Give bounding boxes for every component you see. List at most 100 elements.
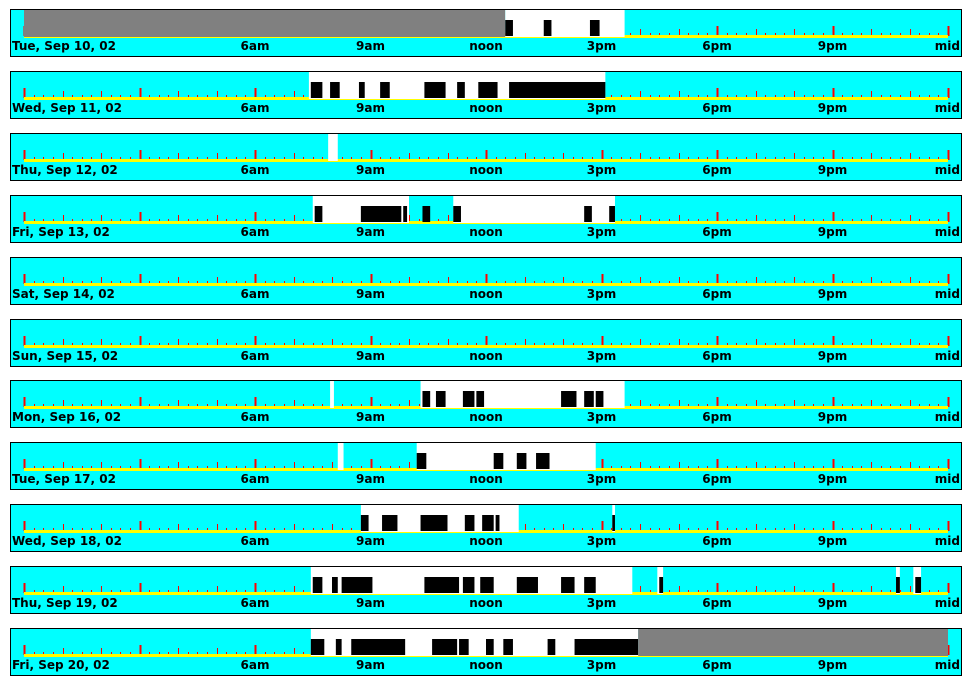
hour-tick-label: noon [469, 39, 503, 53]
event-bar [574, 639, 639, 655]
hour-tick-label: 3pm [587, 658, 616, 672]
hour-tick-label: 9pm [818, 349, 847, 363]
hour-tick-label: 9pm [818, 596, 847, 610]
hour-tick-label: 3pm [587, 596, 616, 610]
hour-tick-label: noon [469, 472, 503, 486]
hour-tick-label: 3pm [587, 225, 616, 239]
hour-tick-label: 9pm [818, 534, 847, 548]
hour-tick-label: mid [935, 287, 960, 301]
hour-tick-label: 6pm [702, 596, 731, 610]
hour-tick-label: noon [469, 101, 503, 115]
event-bar [589, 20, 600, 36]
active-span [505, 10, 625, 37]
event-bar [351, 639, 406, 655]
event-bar [457, 82, 465, 98]
event-bar [584, 391, 594, 407]
day-panel: Wed, Sep 11, 02 6am 9am noon 3pm 6pm 9pm mid [10, 71, 962, 119]
active-span [416, 443, 596, 470]
event-bar [561, 391, 577, 407]
event-bar [482, 515, 494, 531]
hour-tick-label: 6am [241, 410, 270, 424]
hour-tick-label: 9am [356, 349, 385, 363]
hour-tick-label: 6pm [702, 472, 731, 486]
day-panel: Fri, Sep 13, 02 6am 9am noon 3pm 6pm 9pm mid [10, 195, 962, 243]
hour-tick-label: 6am [241, 39, 270, 53]
day-panel: Tue, Sep 10, 02 6am 9am noon 3pm 6pm 9pm mid [10, 9, 962, 57]
event-bar [516, 453, 527, 469]
day-panel: Wed, Sep 18, 02 6am 9am noon 3pm 6pm 9pm mid [10, 504, 962, 552]
event-bar [420, 515, 448, 531]
event-bar [335, 639, 342, 655]
event-bar [547, 639, 556, 655]
event-bar [462, 577, 475, 593]
hour-tick-label: 6am [241, 596, 270, 610]
event-bar [422, 391, 431, 407]
hour-tick-label: 6pm [702, 349, 731, 363]
hour-tick-label: 9am [356, 658, 385, 672]
hour-tick-label: noon [469, 410, 503, 424]
hour-tick-label: mid [935, 101, 960, 115]
hour-tick-label: noon [469, 596, 503, 610]
active-span [330, 381, 334, 408]
hour-tick-label: 9am [356, 410, 385, 424]
baseline [24, 159, 948, 162]
event-bar [595, 391, 604, 407]
event-bar [561, 577, 575, 593]
hour-tick-label: 9am [356, 596, 385, 610]
event-bar [332, 577, 338, 593]
day-label: Sun, Sep 15, 02 [12, 349, 118, 363]
hour-tick-label: 9pm [818, 287, 847, 301]
hour-tick-label: 9am [356, 101, 385, 115]
event-bar [659, 577, 664, 593]
hour-tick-label: noon [469, 658, 503, 672]
hour-tick-label: noon [469, 534, 503, 548]
day-label: Mon, Sep 16, 02 [12, 410, 121, 424]
event-bar [516, 577, 538, 593]
hour-tick-label: mid [935, 534, 960, 548]
event-bar [503, 639, 513, 655]
event-bar [358, 82, 365, 98]
day-label: Fri, Sep 13, 02 [12, 225, 110, 239]
event-bar [435, 391, 446, 407]
event-bar [493, 453, 504, 469]
hour-tick-label: 3pm [587, 472, 616, 486]
hour-tick-label: 6am [241, 287, 270, 301]
baseline [24, 283, 948, 286]
hour-tick-label: 9pm [818, 225, 847, 239]
day-label: Tue, Sep 17, 02 [12, 472, 116, 486]
hour-tick-label: 9pm [818, 39, 847, 53]
hour-tick-label: 6pm [702, 410, 731, 424]
hour-tick-label: mid [935, 163, 960, 177]
hour-tick-label: 6pm [702, 534, 731, 548]
hour-tick-label: 3pm [587, 534, 616, 548]
day-label: Sat, Sep 14, 02 [12, 287, 115, 301]
event-bar [424, 577, 460, 593]
active-span [337, 443, 344, 470]
event-bar [505, 20, 513, 36]
day-panel: Thu, Sep 19, 02 6am 9am noon 3pm 6pm 9pm mid [10, 566, 962, 614]
hour-tick-label: 6pm [702, 163, 731, 177]
day-panel: Thu, Sep 12, 02 6am 9am noon 3pm 6pm 9pm mid [10, 133, 962, 181]
event-bar [312, 577, 323, 593]
event-bar [462, 391, 475, 407]
no-data-span [24, 10, 506, 37]
hour-tick-label: mid [935, 596, 960, 610]
hour-tick-label: 6am [241, 534, 270, 548]
hour-tick-label: noon [469, 287, 503, 301]
event-bar [453, 206, 461, 222]
day-panel: Mon, Sep 16, 02 6am 9am noon 3pm 6pm 9pm mid [10, 380, 962, 428]
event-bar [360, 206, 402, 222]
hour-tick-label: 3pm [587, 287, 616, 301]
event-bar [422, 206, 431, 222]
event-bar [480, 577, 494, 593]
baseline [24, 345, 948, 348]
day-panel: Sun, Sep 15, 02 6am 9am noon 3pm 6pm 9pm mid [10, 319, 962, 367]
day-panel: Sat, Sep 14, 02 6am 9am noon 3pm 6pm 9pm mid [10, 257, 962, 305]
event-bar [584, 577, 596, 593]
hour-tick-label: 9am [356, 287, 385, 301]
event-bar [584, 206, 592, 222]
event-bar [310, 639, 325, 655]
event-bar [424, 82, 446, 98]
hour-tick-label: 9am [356, 39, 385, 53]
hour-tick-label: 3pm [587, 163, 616, 177]
